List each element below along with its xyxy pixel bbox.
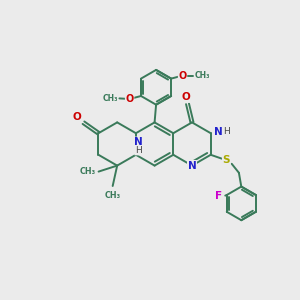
Text: H: H [223,127,230,136]
Text: F: F [215,191,222,202]
Text: CH₃: CH₃ [105,191,121,200]
Text: O: O [125,94,134,104]
Text: N: N [134,137,143,147]
Text: CH₃: CH₃ [194,71,210,80]
Text: O: O [73,112,81,122]
Text: CH₃: CH₃ [102,94,118,103]
Text: H: H [135,146,142,155]
Text: N: N [214,127,223,137]
Text: O: O [178,70,187,81]
Text: S: S [223,155,230,165]
Text: N: N [188,160,196,171]
Text: CH₃: CH₃ [80,167,96,176]
Text: O: O [182,92,190,102]
